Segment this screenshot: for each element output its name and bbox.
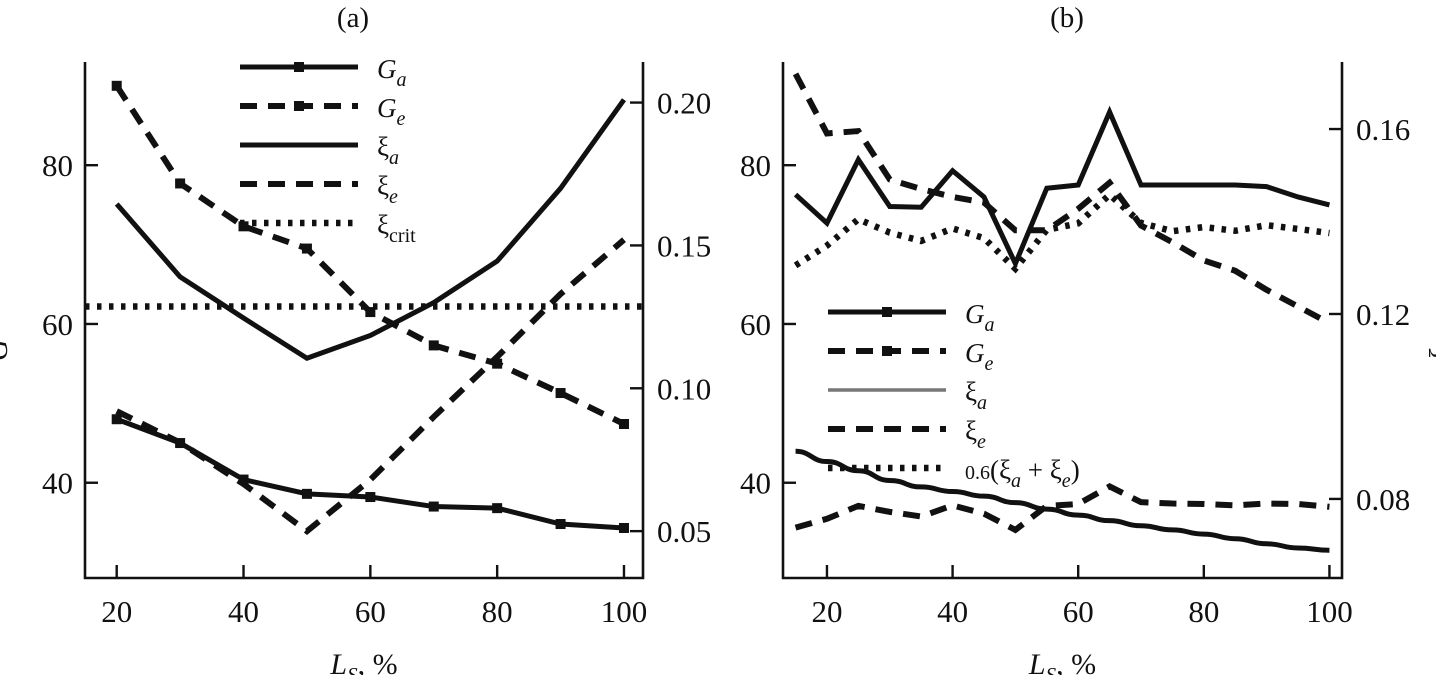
y-right-tick-label: 0.08 [1356,482,1410,517]
panel-a: (a) 20 40 60 80 100 40 60 80 0.05 0.10 0.15 0.20 LS,… [0,2,711,675]
x-axis-title: LS, % [1028,648,1096,675]
panel-a-title: (a) [336,2,370,34]
series-marker [175,178,186,189]
x-axis-ticks: 20 40 60 80 100 [101,565,647,629]
y-axis-left-ticks: 40 60 80 [740,148,796,501]
x-tick-label: 100 [601,594,648,629]
plot-frame [83,62,645,580]
panel-b-title: (b) [1050,2,1084,34]
x-tick-label: 60 [1063,594,1094,629]
y-right-tick-label: 0.15 [657,228,711,263]
y-left-tick-label: 60 [740,307,771,342]
y-axis-right-ticks: 0.08 0.12 0.16 [1329,112,1410,517]
legend-label-xi_e: ξe [965,416,986,453]
y-right-tick-label: 0.05 [657,514,711,549]
y-right-tick-label: 0.16 [1356,112,1410,147]
axis-frame [83,62,645,580]
y-axis-right-title: ξ [1424,348,1436,361]
y-right-tick-label: 0.20 [657,86,711,121]
series-line-xi_a [795,448,1330,553]
legend-marker-Ga [294,62,304,72]
series-line-xi_a [114,98,627,362]
panel-a-plot: 20 40 60 80 100 40 60 80 0.05 0.10 0.15 0.20 LS, % G G… [0,54,711,675]
x-axis-title: LS, % [329,648,397,675]
y-left-tick-label: 80 [740,148,771,183]
series-marker [301,243,312,254]
series-marker [428,501,439,512]
plot-frame [781,62,1344,580]
legend-label-xi_a: ξa [377,132,399,169]
legend-marker-Ga [882,307,892,317]
series-marker [111,80,122,91]
y-left-tick-label: 60 [42,307,73,342]
x-tick-label: 100 [1306,594,1353,629]
series-line-G_a [793,105,1331,270]
series-marker [618,522,629,533]
series-marker [555,519,566,530]
y-left-tick-label: 40 [740,466,771,501]
series-marker [555,388,566,399]
x-tick-label: 40 [937,594,968,629]
series-marker [428,340,439,351]
x-tick-label: 80 [1188,594,1219,629]
x-tick-label: 80 [482,594,513,629]
y-right-tick-label: 0.12 [1356,297,1410,332]
legend-marker-Ge [294,101,304,111]
x-axis-ticks: 20 40 60 80 100 [811,565,1353,629]
legend-label-Ge: Ge [377,93,406,130]
y-axis-left-title: G [0,339,14,361]
series-marker [365,307,376,318]
legend-label-xi_crit: ξcrit [377,210,416,247]
x-tick-label: 20 [811,594,842,629]
x-tick-label: 20 [101,594,132,629]
series-marker [111,414,122,425]
series-line-0.6(xi_a + xi_e) [793,190,1330,274]
series-marker [238,221,249,232]
series-marker [492,358,503,369]
y-right-tick-label: 0.10 [657,371,711,406]
series-marker [301,488,312,499]
legend-label-xi_a: ξa [965,377,987,414]
series-line-G_e [114,84,626,427]
legend-label-Ga: Ga [377,54,407,91]
series-group [85,80,643,535]
axis-frame [781,62,1344,580]
series-line-G_e [792,72,1331,326]
series-marker [365,492,376,503]
legend-label-sum: 0.6(ξa + ξe) [965,455,1080,492]
y-left-tick-label: 40 [42,466,73,501]
series-line-G_a [115,416,625,531]
y-axis-left-ticks: 40 60 80 [42,148,98,501]
y-left-tick-label: 80 [42,148,73,183]
series-marker [618,418,629,429]
legend-label-Ga: Ga [965,299,995,336]
series-marker [238,474,249,485]
series-line-xi_e [115,237,626,535]
series-marker [492,503,503,514]
series-group [792,72,1331,553]
legend-label-xi_e: ξe [377,171,398,208]
y-axis-right-ticks: 0.05 0.10 0.15 0.20 [630,86,711,549]
series-line-xi_e [794,483,1330,534]
legend-marker-Ge [882,346,892,356]
x-tick-label: 40 [228,594,259,629]
legend-label-Ge: Ge [965,338,994,375]
panel-b: (b) 20 40 60 80 100 40 60 80 0.08 0.12 0.16 LS, % ξ G… [718,0,1436,675]
x-tick-label: 60 [355,594,386,629]
